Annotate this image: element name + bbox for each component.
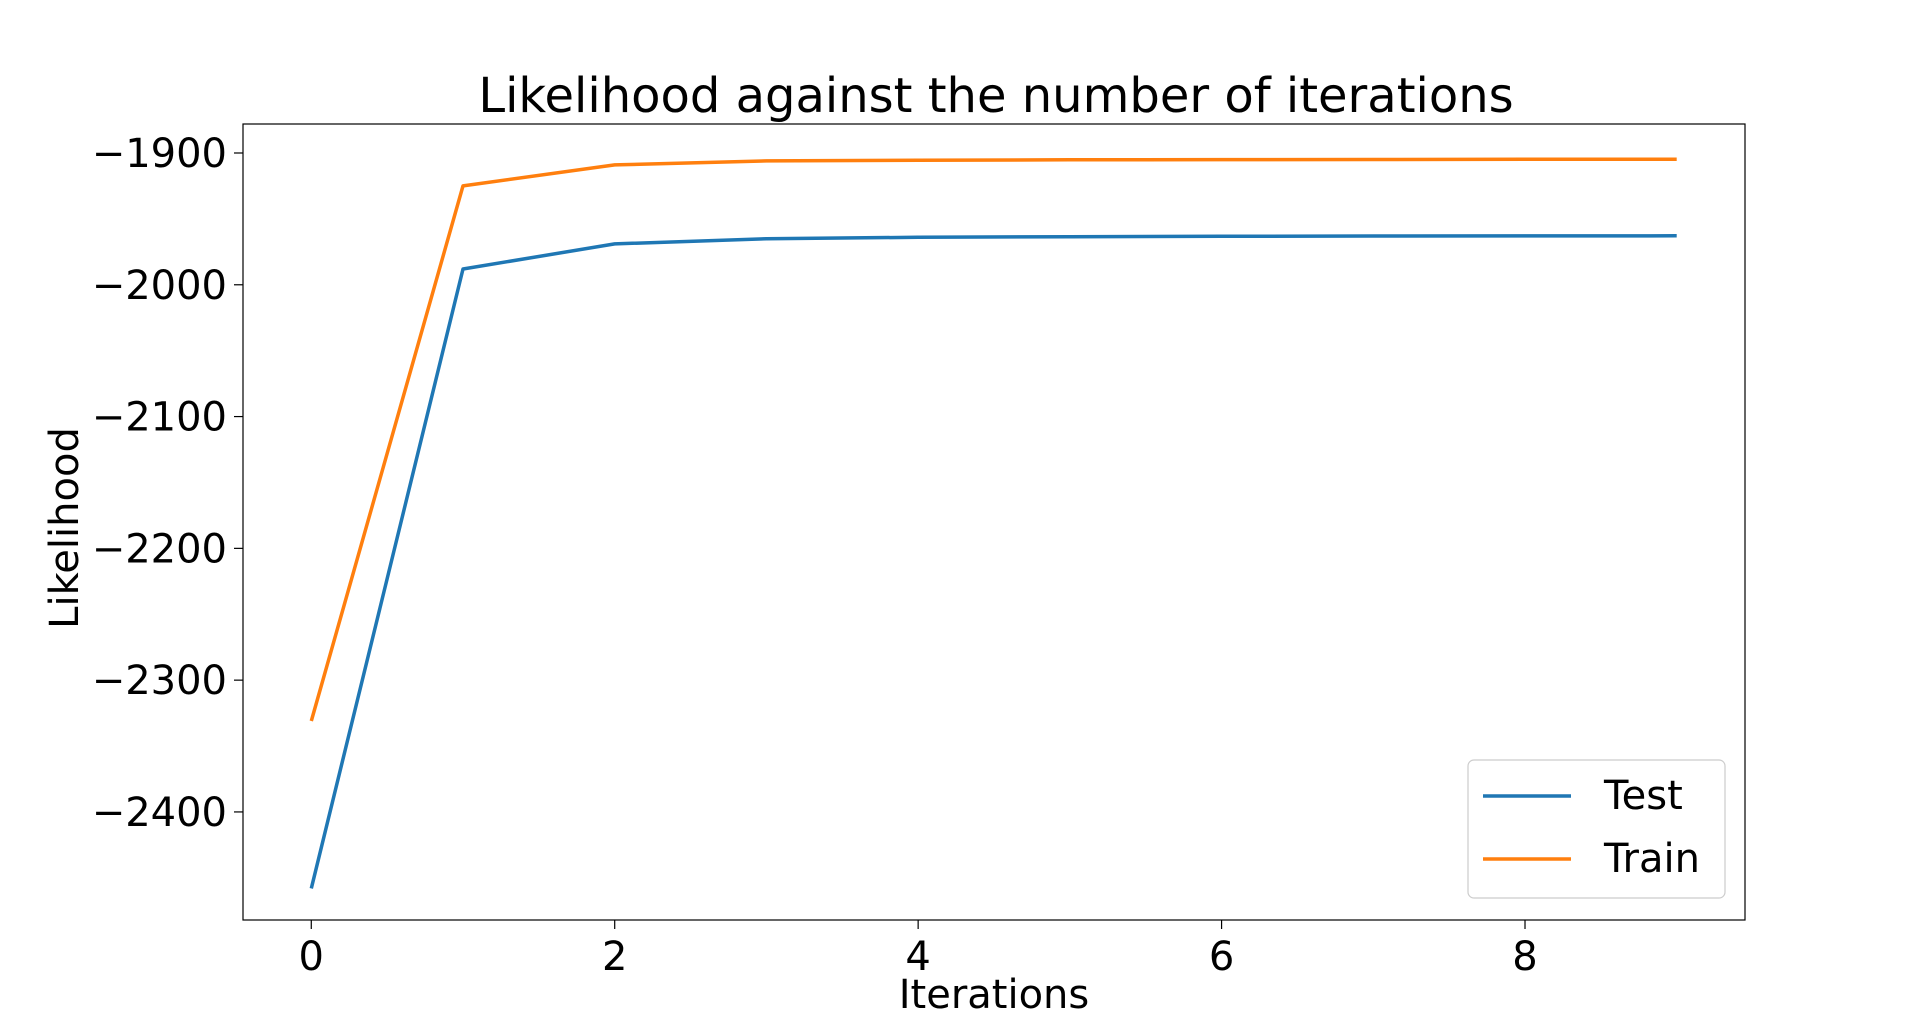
plot-area bbox=[309, 157, 1677, 889]
chart-title: Likelihood against the number of iterati… bbox=[478, 68, 1513, 124]
y-axis: −1900 −2000 −2100 −2200 −2300 −2400 bbox=[92, 131, 243, 836]
y-tick-label: −2300 bbox=[92, 658, 227, 704]
x-axis: 0 2 4 6 8 bbox=[299, 920, 1538, 980]
x-tick-label: 4 bbox=[905, 934, 930, 980]
x-tick-label: 0 bbox=[299, 934, 324, 980]
y-axis-label: Likelihood bbox=[42, 427, 88, 629]
legend-label-train: Train bbox=[1603, 836, 1700, 882]
y-tick-label: −2400 bbox=[92, 790, 227, 836]
series-line-test bbox=[309, 234, 1677, 889]
y-tick-label: −2100 bbox=[92, 395, 227, 441]
x-tick-label: 2 bbox=[602, 934, 627, 980]
y-tick-label: −2200 bbox=[92, 526, 227, 572]
legend-label-test: Test bbox=[1603, 773, 1683, 819]
legend: Test Train bbox=[1467, 759, 1726, 899]
x-axis-label: Iterations bbox=[899, 972, 1090, 1018]
x-tick-label: 8 bbox=[1512, 934, 1537, 980]
y-tick-label: −1900 bbox=[92, 131, 227, 177]
plot-frame bbox=[242, 123, 1746, 921]
x-tick-label: 6 bbox=[1209, 934, 1234, 980]
series-line-train bbox=[309, 157, 1677, 722]
y-tick-label: −2000 bbox=[92, 263, 227, 309]
